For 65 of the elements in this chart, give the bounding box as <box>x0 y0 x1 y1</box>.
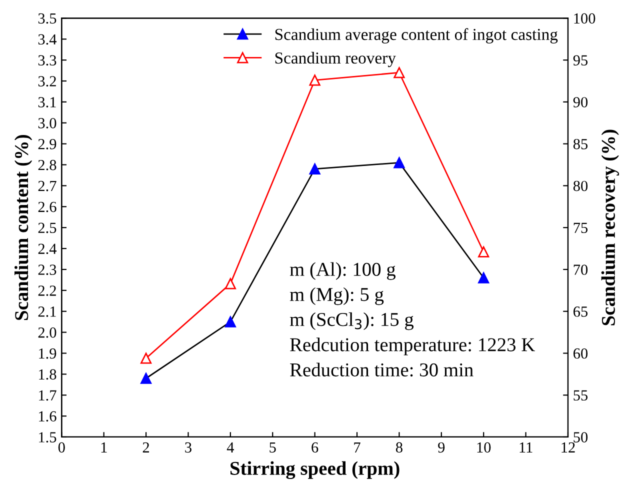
annotation: Reduction time: 30 min <box>290 362 474 377</box>
y2-tick-label: 80 <box>573 180 588 192</box>
y2-tick-label: 50 <box>574 432 588 442</box>
annotation: Redcution temperature: 1223 K <box>290 338 535 356</box>
y-tick-label: 3.2 <box>38 76 56 87</box>
y-tick-label: 2.5 <box>38 222 56 234</box>
x-axis-title: Stirring speed (rpm) <box>230 461 400 480</box>
point <box>309 163 320 174</box>
y-tick-label: 3.1 <box>38 97 56 108</box>
y2-tick-label: 100 <box>574 13 596 24</box>
x-tick-label: 8 <box>396 442 402 453</box>
annotation: m (Mg): 5 g <box>290 287 384 306</box>
point <box>140 352 152 364</box>
y2-tick-label: 60 <box>574 348 588 359</box>
point <box>140 372 152 384</box>
x-tick-label: 1 <box>101 442 107 452</box>
y-tick-label: 3.4 <box>38 34 57 45</box>
y-tick-label: 2.4 <box>38 244 57 254</box>
point <box>394 157 405 168</box>
y2-tick-label: 65 <box>574 306 588 317</box>
y-axis-title: Scandium content (%) <box>14 134 32 320</box>
y2-axis-title: Scandium recovery (%) <box>601 130 620 326</box>
y-tick-label: 2.2 <box>38 286 56 296</box>
y-tick-label: 1.5 <box>39 432 56 443</box>
y-tick-label: 1.8 <box>39 369 56 380</box>
y2-tick-label: 70 <box>574 264 588 275</box>
point <box>309 74 320 86</box>
y2-tick-label: 85 <box>573 138 588 150</box>
x-tick-label: 3 <box>185 442 192 453</box>
point <box>478 246 490 258</box>
y-tick-label: 2.3 <box>38 264 56 275</box>
y2-tick-label: 90 <box>573 97 588 108</box>
annotation: m (ScCl$_{3}$): 15 g <box>290 312 414 330</box>
point <box>224 316 236 328</box>
x-tick-label: 4 <box>226 442 234 452</box>
x-tick-label: 6 <box>312 442 318 453</box>
x-tick-label: 7 <box>354 442 360 452</box>
y-tick-label: 2.9 <box>38 139 56 150</box>
y-tick-label: 1.6 <box>39 411 56 422</box>
legend-label: Scandium reovery <box>275 52 396 68</box>
x-tick-label: 2 <box>142 442 150 452</box>
x-tick-label: 12 <box>562 442 575 452</box>
y-tick-label: 2.0 <box>38 327 56 338</box>
point <box>394 67 405 78</box>
y-tick-label: 2.1 <box>38 306 56 317</box>
y-tick-label: 2.8 <box>38 160 56 170</box>
y2-tick-label: 75 <box>574 222 588 234</box>
y-tick-label: 3.3 <box>38 55 56 66</box>
y-tick-label: 1.7 <box>39 390 56 401</box>
point <box>224 278 236 290</box>
y-tick-label: 3.5 <box>38 13 56 24</box>
y-tick-label: 3.0 <box>38 118 56 128</box>
annotation: m (Al): 100 g <box>290 262 396 280</box>
x-tick-label: 9 <box>438 442 445 453</box>
x-tick-label: 10 <box>477 442 491 453</box>
x-tick-label: 11 <box>520 442 532 452</box>
legend-label: Scandium average content of ingot casting <box>275 28 558 44</box>
y-tick-label: 2.7 <box>38 180 56 192</box>
x-tick-label: 0 <box>58 442 65 453</box>
y-tick-label: 2.6 <box>38 202 56 212</box>
x-tick-label: 5 <box>270 442 276 453</box>
y-tick-label: 1.9 <box>39 348 56 359</box>
point <box>478 272 490 284</box>
y2-tick-label: 55 <box>574 390 588 401</box>
y2-tick-label: 95 <box>573 55 588 66</box>
